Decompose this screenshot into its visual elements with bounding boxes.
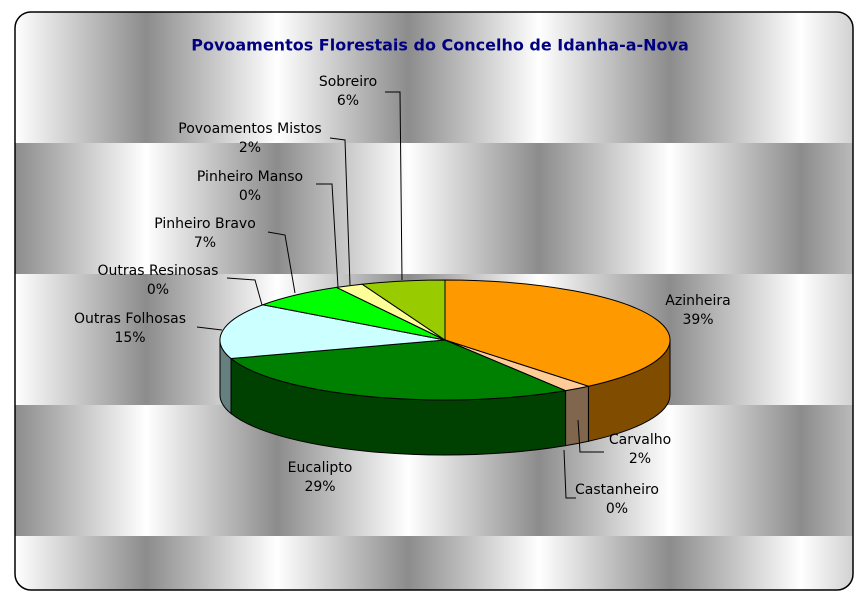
leader-line [196, 326, 223, 331]
data-label-value: 0% [239, 188, 261, 204]
data-label-name: Outras Resinosas [98, 263, 219, 279]
data-label-value: 15% [114, 330, 145, 346]
leader-line [577, 419, 604, 453]
data-label-value: 2% [629, 451, 651, 467]
data-label-value: 7% [194, 235, 216, 251]
slice [444, 279, 671, 387]
data-label-name: Pinheiro Manso [197, 169, 303, 185]
leader-line [329, 137, 351, 286]
leader-line [316, 183, 339, 288]
data-label-value: 0% [606, 501, 628, 517]
chart-title: Povoamentos Florestais do Concelho de Id… [191, 36, 689, 55]
data-label-name: Outras Folhosas [74, 311, 186, 327]
data-label-value: 39% [682, 312, 713, 328]
leader-line [563, 449, 576, 499]
leader-line [226, 277, 263, 306]
data-label-name: Eucalipto [288, 460, 353, 476]
slice [219, 304, 446, 360]
slice [229, 339, 568, 401]
data-label-name: Azinheira [665, 293, 730, 309]
data-label-value: 0% [147, 282, 169, 298]
data-label-name: Povoamentos Mistos [178, 121, 321, 137]
data-label-name: Sobreiro [319, 74, 377, 90]
data-label-name: Castanheiro [575, 482, 659, 498]
data-label-name: Carvalho [609, 432, 671, 448]
leader-line [267, 231, 296, 294]
slice [360, 279, 446, 341]
data-label-value: 6% [337, 93, 359, 109]
data-label-name: Pinheiro Bravo [154, 216, 256, 232]
data-label-value: 29% [304, 479, 335, 495]
slice-side [565, 385, 589, 447]
leader-line [385, 91, 403, 281]
data-label-value: 2% [239, 140, 261, 156]
